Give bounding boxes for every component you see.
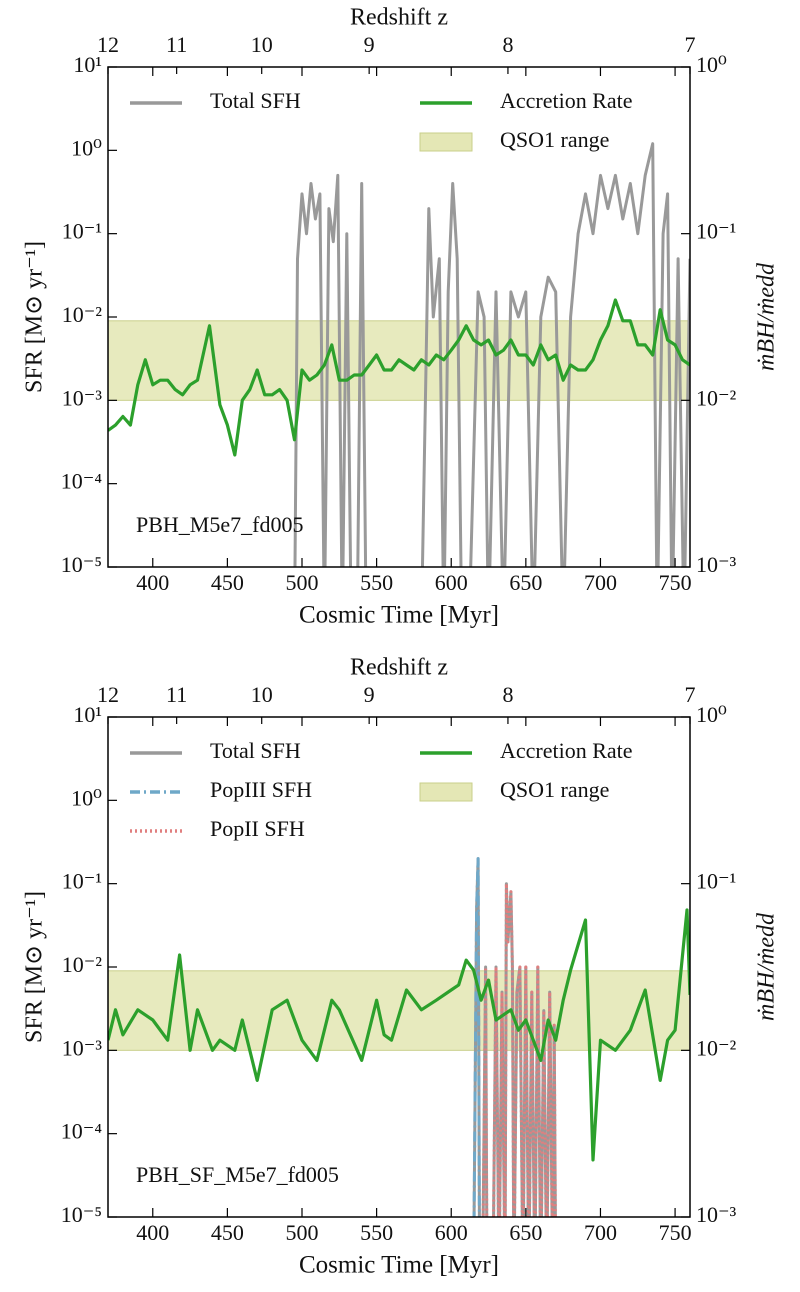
y-axis-label: SFR [M⊙ yr⁻¹] [22, 241, 48, 393]
y-tick-label: 10⁻² [62, 952, 103, 977]
x2-tick-label: 9 [364, 682, 375, 707]
y2-tick-label: 10⁰ [696, 702, 727, 727]
x-tick-label: 750 [659, 570, 692, 595]
x-tick-label: 700 [584, 1220, 617, 1245]
y-tick-label: 10⁰ [71, 135, 102, 160]
legend-swatch [419, 782, 473, 802]
legend-label: QSO1 range [500, 777, 609, 802]
x-tick-label: 600 [435, 1220, 468, 1245]
y2-tick-label: 10⁻¹ [696, 219, 736, 244]
x-tick-label: 400 [136, 1220, 169, 1245]
panel: 400 450 500 550 600 650 700 750 12 11 10 9 8 7 10⁻⁵ 10⁻… [22, 5, 780, 629]
y-tick-label: 10⁻² [62, 302, 103, 327]
annotation: PBH_SF_M5e7_fd005 [136, 1162, 339, 1187]
y-tick-label: 10⁻³ [62, 1035, 103, 1060]
x2-tick-label: 11 [166, 32, 187, 57]
x2-tick-label: 12 [97, 682, 119, 707]
legend-label: Accretion Rate [500, 738, 633, 763]
series-line [293, 142, 690, 567]
y2-tick-label: 10⁻³ [696, 1202, 737, 1227]
y-tick-label: 10¹ [73, 52, 102, 77]
plot-area [108, 142, 690, 567]
x-tick-label: 650 [509, 570, 542, 595]
x-tick-label: 650 [509, 1220, 542, 1245]
x2-tick-label: 9 [364, 32, 375, 57]
x-tick-label: 450 [211, 570, 244, 595]
series-line [108, 908, 690, 1162]
x2-tick-label: 12 [97, 32, 119, 57]
x-tick-label: 550 [360, 1220, 393, 1245]
y2-axis-label: ṁBH/ṁedd [754, 262, 780, 371]
x-tick-label: 500 [286, 570, 319, 595]
legend-label: Accretion Rate [500, 88, 633, 113]
legend-label: QSO1 range [500, 127, 609, 152]
y-tick-label: 10⁻⁴ [61, 469, 103, 494]
x-tick-label: 550 [360, 570, 393, 595]
series-line [481, 882, 557, 1217]
x-tick-label: 450 [211, 1220, 244, 1245]
legend-label: PopII SFH [210, 816, 305, 841]
y2-axis-label: ṁBH/ṁedd [754, 912, 780, 1021]
series-line [108, 298, 690, 457]
y2-tick-label: 10⁻² [696, 385, 737, 410]
x-tick-label: 500 [286, 1220, 319, 1245]
y-tick-label: 10¹ [73, 702, 102, 727]
legend-label: PopIII SFH [210, 777, 312, 802]
x2-tick-label: 8 [502, 682, 513, 707]
x2-tick-label: 11 [166, 682, 187, 707]
y-tick-label: 10⁻¹ [62, 869, 102, 894]
y2-tick-label: 10⁻² [696, 1035, 737, 1060]
y2-tick-label: 10⁻³ [696, 552, 737, 577]
x-tick-label: 700 [584, 570, 617, 595]
legend-label: Total SFH [210, 88, 301, 113]
x2-tick-label: 7 [685, 682, 696, 707]
x2-axis-label: Redshift z [350, 5, 448, 31]
x2-axis-label: Redshift z [350, 655, 448, 681]
x-tick-label: 750 [659, 1220, 692, 1245]
x-axis-label: Cosmic Time [Myr] [299, 1252, 499, 1279]
x-axis-label: Cosmic Time [Myr] [299, 602, 499, 629]
annotation: PBH_M5e7_fd005 [136, 512, 303, 537]
y-axis-label: SFR [M⊙ yr⁻¹] [22, 891, 48, 1043]
legend-swatch [419, 132, 473, 152]
y-tick-label: 10⁻¹ [62, 219, 102, 244]
x-tick-label: 400 [136, 570, 169, 595]
y2-tick-label: 10⁻¹ [696, 869, 736, 894]
x2-tick-label: 7 [685, 32, 696, 57]
y-tick-label: 10⁻³ [62, 385, 103, 410]
y2-tick-label: 10⁰ [696, 52, 727, 77]
y-tick-label: 10⁰ [71, 785, 102, 810]
x2-tick-label: 10 [251, 682, 273, 707]
x2-tick-label: 8 [502, 32, 513, 57]
y-tick-label: 10⁻⁴ [61, 1119, 103, 1144]
x-tick-label: 600 [435, 570, 468, 595]
legend-label: Total SFH [210, 738, 301, 763]
y-tick-label: 10⁻⁵ [61, 552, 102, 577]
x2-tick-label: 10 [251, 32, 273, 57]
y-tick-label: 10⁻⁵ [61, 1202, 102, 1227]
panel: 400 450 500 550 600 650 700 750 12 11 10 9 8 7 10⁻⁵ 10⁻… [22, 655, 780, 1279]
plot-area [108, 857, 690, 1217]
